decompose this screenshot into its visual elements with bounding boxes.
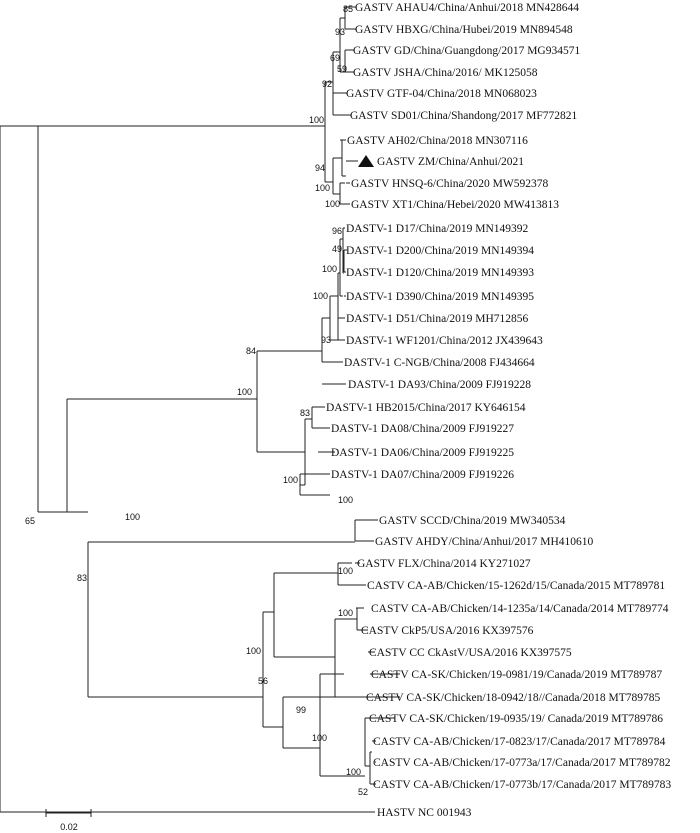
taxon-label: GASTV SD01/China/Shandong/2017 MF772821 [350,110,578,122]
taxon-label: CASTV CA-AB/Chicken/17-0773b/17/Canada/2… [373,779,671,791]
bootstrap-value: 65 [25,516,35,526]
taxon-label: GASTV GTF-04/China/2018 MN068023 [346,88,537,100]
bootstrap-value: 96 [332,226,342,236]
bootstrap-value: 100 [325,199,340,209]
taxon-label: DASTV-1 C-NGB/China/2008 FJ434664 [344,357,535,369]
taxon-label: CASTV CA-SK/Chicken/18-0942/18//Canada/2… [366,692,661,704]
taxon-label: DASTV-1 DA93/China/2009 FJ919228 [348,379,531,391]
taxon-label: GASTV SCCD/China/2019 MW340534 [379,515,566,527]
bootstrap-value: 100 [346,767,361,777]
bootstrap-value: 93 [335,27,345,37]
bootstrap-value: 100 [125,512,140,522]
taxon-label: GASTV FLX/China/2014 KY271027 [357,558,531,570]
bootstrap-values: 85 93 69 59 92 100 94 100 100 96 49 100 … [25,4,368,797]
tree-branches [0,6,400,813]
bootstrap-value: 100 [237,387,252,397]
black-triangle-icon [358,155,374,167]
bootstrap-value: 100 [338,495,353,505]
taxon-label: DASTV-1 DA06/China/2009 FJ919225 [331,447,514,459]
scale-bar: 0.02 [45,809,92,832]
bootstrap-value: 49 [332,244,342,254]
bootstrap-value: 100 [322,264,337,274]
taxon-label: GASTV JSHA/China/2016/ MK125058 [353,67,538,79]
taxon-label: CASTV CkP5/USA/2016 KX397576 [361,625,534,637]
bootstrap-value: 85 [343,4,353,14]
taxon-label: CASTV CA-AB/Chicken/14-1235a/14/Canada/2… [371,603,669,615]
bootstrap-value: 93 [321,335,331,345]
bootstrap-value: 100 [283,475,298,485]
bootstrap-value: 84 [246,346,256,356]
bootstrap-value: 92 [322,79,332,89]
taxon-label: DASTV-1 WF1201/China/2012 JX439643 [346,335,543,347]
taxon-label: GASTV HNSQ-6/China/2020 MW592378 [351,178,548,190]
bootstrap-value: 56 [258,676,268,686]
taxon-label: CASTV CA-AB/Chicken/15-1262d/15/Canada/2… [367,580,665,592]
taxon-label: GASTV ZM/China/Anhui/2021 [377,156,524,168]
bootstrap-value: 100 [338,566,353,576]
bootstrap-value: 83 [300,408,310,418]
bootstrap-value: 59 [337,64,347,74]
taxon-label: DASTV-1 DA07/China/2009 FJ919226 [331,469,514,481]
taxon-label: HASTV NC 001943 [377,807,472,819]
taxon-label: CASTV CA-SK/Chicken/19-0935/19/ Canada/2… [369,713,663,725]
taxon-label: DASTV-1 D120/China/2019 MN149393 [346,267,534,279]
taxon-label: GASTV AHDY/China/Anhui/2017 MH410610 [375,536,594,548]
taxon-label: GASTV GD/China/Guangdong/2017 MG934571 [353,45,580,57]
taxon-label: DASTV-1 D200/China/2019 MN149394 [346,245,534,257]
bootstrap-value: 94 [315,163,325,173]
taxon-label: CASTV CC CkAstV/USA/2016 KX397575 [369,647,572,659]
bootstrap-value: 100 [246,646,261,656]
bootstrap-value: 69 [330,53,340,63]
bootstrap-value: 100 [312,733,327,743]
taxon-label: DASTV-1 D17/China/2019 MN149392 [346,223,529,235]
bootstrap-value: 83 [77,573,87,583]
taxon-label: CASTV CA-AB/Chicken/17-0773a/17/Canada/2… [373,757,671,769]
taxon-label: CASTV CA-AB/Chicken/17-0823/17/Canada/20… [373,736,666,748]
taxon-label: GASTV XT1/China/Hebei/2020 MW413813 [351,199,559,211]
taxon-label: GASTV HBXG/China/Hubei/2019 MN894548 [355,24,573,36]
taxon-label: DASTV-1 HB2015/China/2017 KY646154 [326,402,526,414]
taxon-label: CASTV CA-SK/Chicken/19-0981/19/Canada/20… [371,669,662,681]
taxon-label: DASTV-1 D51/China/2019 MH712856 [346,313,529,325]
bootstrap-value: 100 [313,291,328,301]
bootstrap-value: 52 [358,787,368,797]
taxon-label: GASTV AHAU4/China/Anhui/2018 MN428644 [355,2,579,14]
scale-label: 0.02 [60,822,78,832]
bootstrap-value: 100 [315,183,330,193]
taxon-label: GASTV AH02/China/2018 MN307116 [347,135,528,147]
taxon-labels: GASTV AHAU4/China/Anhui/2018 MN428644 GA… [326,2,671,819]
bootstrap-value: 99 [296,705,306,715]
bootstrap-value: 100 [309,115,324,125]
bootstrap-value: 100 [338,608,353,618]
taxon-label: DASTV-1 DA08/China/2009 FJ919227 [331,423,514,435]
taxon-label: DASTV-1 D390/China/2019 MN149395 [346,291,534,303]
